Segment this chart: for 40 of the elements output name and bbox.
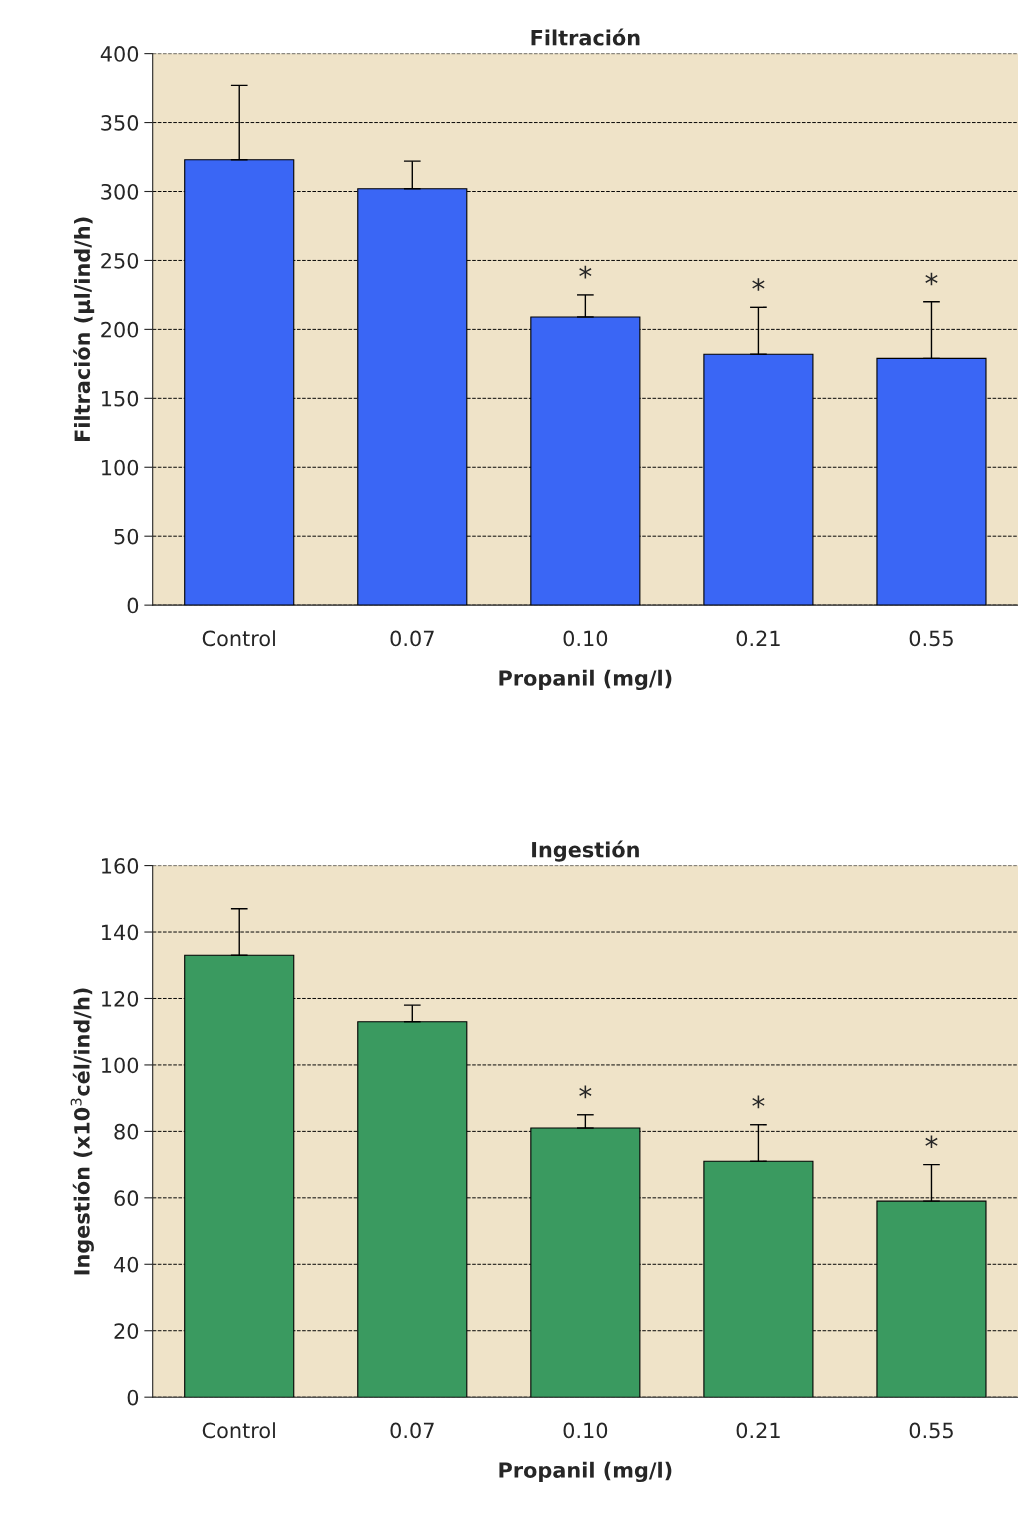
y-tick-label: 160 bbox=[102, 858, 139, 874]
y-axis-title: Filtración (µl/ind/h) bbox=[73, 217, 95, 442]
y-tick-label: 140 bbox=[102, 924, 139, 941]
y-tick-label: 50 bbox=[114, 528, 139, 545]
y-tick-label: 20 bbox=[114, 1323, 139, 1339]
x-tick-label: 0.07 bbox=[390, 1422, 434, 1439]
y-tick-label: 0 bbox=[127, 1389, 139, 1406]
x-tick-label: 0.55 bbox=[909, 1422, 953, 1439]
annotation: * bbox=[579, 1085, 592, 1099]
y-tick-label: 200 bbox=[101, 321, 139, 338]
x-tick-label: 0.55 bbox=[909, 630, 953, 647]
y-tick-label: 300 bbox=[101, 183, 139, 200]
annotation: * bbox=[579, 265, 592, 279]
annotation: * bbox=[752, 278, 765, 291]
x-tick-label: 0.10 bbox=[563, 630, 608, 647]
y-tick-label: 0 bbox=[127, 597, 139, 614]
y-tick-label: 250 bbox=[101, 252, 139, 269]
annotation: * bbox=[925, 272, 938, 286]
y-tick-label: 100 bbox=[102, 1057, 139, 1074]
annotation: * bbox=[925, 1135, 938, 1149]
y-tick-label: 80 bbox=[114, 1123, 139, 1140]
x-axis-title: Propanil (mg/l) bbox=[499, 1461, 672, 1483]
x-tick-label: Control bbox=[202, 1422, 275, 1439]
y-tick-label: 120 bbox=[102, 990, 139, 1007]
x-axis-title: Propanil (mg/l) bbox=[499, 669, 672, 691]
y-tick-label: 400 bbox=[100, 46, 139, 62]
y-tick-label: 60 bbox=[114, 1190, 139, 1207]
y-tick-label: 150 bbox=[102, 390, 139, 407]
x-tick-label: 0.10 bbox=[563, 1422, 608, 1439]
x-tick-label: 0.07 bbox=[390, 630, 434, 647]
chart-title: Filtración bbox=[531, 28, 640, 46]
y-tick-label: 40 bbox=[114, 1256, 139, 1273]
x-tick-label: 0.21 bbox=[736, 630, 780, 647]
x-tick-label: Control bbox=[202, 630, 275, 647]
y-tick-label: 350 bbox=[101, 115, 139, 131]
annotation: * bbox=[752, 1095, 765, 1109]
y-tick-label: 100 bbox=[102, 459, 139, 476]
chart-title: Ingestión bbox=[532, 840, 639, 862]
x-tick-label: 0.21 bbox=[736, 1422, 780, 1439]
y-axis-title: Ingestión (x10$^{3}$cél/ind/h) bbox=[70, 988, 94, 1275]
